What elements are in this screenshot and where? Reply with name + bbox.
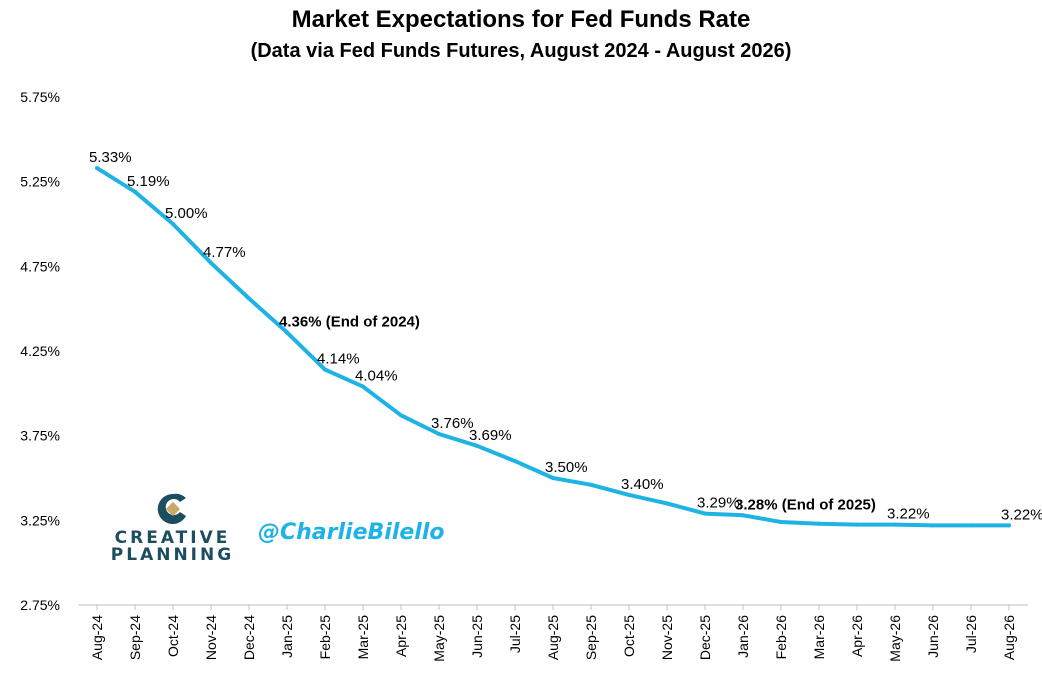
x-tick-label: Oct-25 (621, 615, 637, 657)
data-point (779, 520, 783, 525)
y-tick-label: 2.75% (20, 597, 60, 613)
data-point (855, 522, 859, 527)
data-point (665, 501, 669, 506)
y-tick-label: 4.25% (20, 343, 60, 359)
chart-title: Market Expectations for Fed Funds Rate (291, 6, 751, 33)
chart-subtitle: (Data via Fed Funds Futures, August 2024… (250, 40, 792, 62)
y-tick-label: 3.25% (20, 512, 60, 528)
logo-line2: PLANNING (110, 545, 235, 565)
y-tick-label: 5.25% (20, 174, 60, 190)
data-point (931, 523, 935, 528)
x-tick-label: Mar-26 (811, 615, 827, 660)
data-label: 4.14% (317, 351, 360, 368)
data-label: 3.29% (697, 495, 740, 512)
x-tick-label: Sep-24 (127, 615, 143, 660)
y-tick-label: 4.75% (20, 258, 60, 274)
author-handle: @CharlieBilello (258, 520, 445, 545)
data-label: 5.19% (127, 173, 170, 190)
data-point (95, 166, 99, 171)
x-tick-label: Mar-25 (355, 615, 371, 660)
data-point (323, 367, 327, 372)
data-point (893, 522, 897, 527)
x-tick-label: Dec-24 (241, 615, 257, 660)
logo-mark-icon (156, 492, 190, 526)
data-label: 3.28% (End of 2025) (735, 496, 876, 513)
data-point (209, 260, 213, 265)
x-tick-label: Apr-26 (849, 615, 865, 657)
x-tick-label: Jun-26 (925, 615, 941, 658)
data-point (703, 511, 707, 516)
logo-line1: CREATIVE (114, 528, 231, 548)
data-label: 3.40% (621, 476, 664, 493)
data-label: 3.69% (469, 427, 512, 444)
data-point (285, 330, 289, 335)
data-label: 4.77% (203, 244, 246, 261)
x-tick-label: May-26 (887, 615, 903, 662)
x-tick-label: Aug-26 (1001, 615, 1017, 660)
x-tick-label: Jan-26 (735, 615, 751, 658)
x-tick-label: Feb-25 (317, 615, 333, 660)
data-label: 5.33% (89, 149, 132, 166)
data-point (741, 513, 745, 518)
x-tick-label: Jan-25 (279, 615, 295, 658)
creative-planning-logo: CREATIVE PLANNING (110, 492, 235, 564)
x-tick-label: Feb-26 (773, 615, 789, 660)
data-label: 4.04% (355, 368, 398, 385)
x-tick-label: Oct-24 (165, 615, 181, 657)
data-point (399, 413, 403, 418)
data-point (171, 222, 175, 226)
x-tick-label: Aug-25 (545, 615, 561, 660)
data-point (627, 492, 631, 497)
x-tick-label: Aug-24 (89, 615, 105, 660)
data-point (551, 476, 555, 480)
data-label: 3.50% (545, 459, 588, 476)
data-point (475, 443, 479, 448)
x-tick-label: Apr-25 (393, 615, 409, 657)
data-point (589, 482, 593, 487)
y-tick-label: 3.75% (20, 428, 60, 444)
data-point (133, 189, 137, 194)
data-point (1007, 523, 1011, 528)
data-point (361, 384, 365, 389)
x-tick-label: Jul-25 (507, 615, 523, 653)
x-tick-label: Dec-25 (697, 615, 713, 660)
x-tick-label: Jun-25 (469, 615, 485, 658)
data-point (513, 459, 517, 464)
data-point (247, 296, 251, 301)
x-tick-label: Nov-24 (203, 615, 219, 660)
y-tick-label: 5.75% (20, 89, 60, 105)
data-point (817, 521, 821, 526)
data-label: 4.36% (End of 2024) (279, 313, 420, 330)
x-tick-label: Jul-26 (963, 615, 979, 653)
x-tick-label: Nov-25 (659, 615, 675, 660)
data-point (969, 523, 973, 528)
x-tick-label: May-25 (431, 615, 447, 662)
data-point (437, 431, 441, 436)
data-label: 5.00% (165, 205, 208, 222)
x-tick-label: Sep-25 (583, 615, 599, 660)
data-label: 3.22% (1001, 506, 1042, 523)
data-label: 3.76% (431, 415, 474, 432)
data-label: 3.22% (887, 506, 930, 523)
